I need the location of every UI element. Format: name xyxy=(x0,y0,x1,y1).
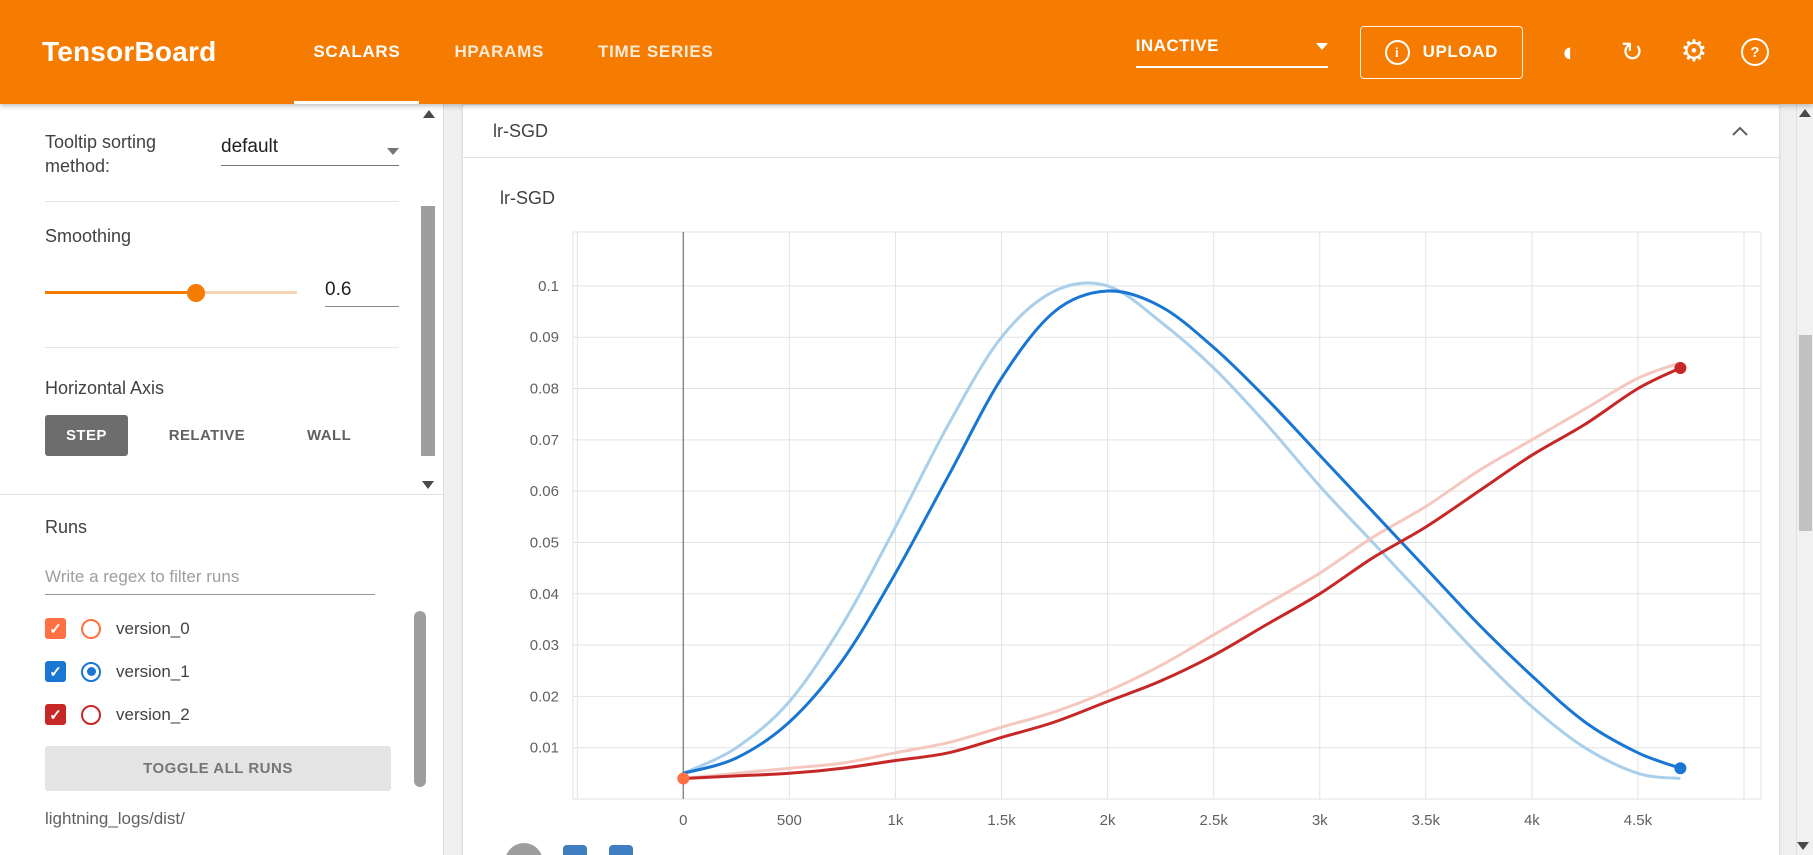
smoothing-value-field[interactable]: 0.6 xyxy=(325,279,399,307)
pin-card-button[interactable] xyxy=(563,845,587,855)
runs-label: Runs xyxy=(45,517,88,537)
scroll-down-icon[interactable] xyxy=(422,481,434,489)
scalar-card-lr-sgd: lr-SGD lr-SGD 0.01 0.02 0.03 0.04 0.05 0.06 0.0… xyxy=(462,104,1780,855)
svg-text:0.04: 0.04 xyxy=(530,586,559,603)
settings-sidebar: Tooltip sorting method: default Smoothin… xyxy=(0,104,444,855)
collapse-card-icon[interactable] xyxy=(1731,126,1749,137)
tooltip-sorting-select[interactable]: default xyxy=(221,136,399,166)
horizontal-axis-options: STEP RELATIVE WALL xyxy=(45,414,399,456)
lr-sgd-line-chart[interactable]: lr-SGD 0.01 0.02 0.03 0.04 0.05 0.06 0.07 0.08 0.… xyxy=(463,158,1779,855)
run-name: version_2 xyxy=(116,704,190,724)
runs-filter-input[interactable] xyxy=(45,560,375,595)
svg-text:500: 500 xyxy=(777,812,802,829)
runs-panel: Runs version_0 version_1 version_2 xyxy=(0,495,443,829)
fullscreen-card-button[interactable] xyxy=(609,845,633,855)
chevron-down-icon xyxy=(387,148,399,155)
svg-text:0.01: 0.01 xyxy=(530,740,559,757)
card-options-button[interactable] xyxy=(505,843,543,855)
smoothing-label: Smoothing xyxy=(45,225,132,246)
scroll-up-icon[interactable] xyxy=(422,110,435,118)
upload-label: UPLOAD xyxy=(1422,42,1498,61)
scrollbar-thumb[interactable] xyxy=(421,206,435,456)
run-radio[interactable] xyxy=(81,704,101,725)
svg-text:2k: 2k xyxy=(1100,812,1116,829)
settings-scrollbar[interactable] xyxy=(420,110,437,489)
svg-text:0.03: 0.03 xyxy=(530,637,559,654)
run-row-version-2[interactable]: version_2 xyxy=(45,693,399,736)
tooltip-sorting-row: Tooltip sorting method: default xyxy=(45,104,399,179)
svg-text:0.08: 0.08 xyxy=(530,381,559,398)
scrollbar-thumb[interactable] xyxy=(1799,335,1812,531)
svg-text:0.07: 0.07 xyxy=(530,432,559,449)
run-radio[interactable] xyxy=(81,618,101,639)
run-name: version_0 xyxy=(116,618,190,638)
run-row-version-1[interactable]: version_1 xyxy=(45,650,399,693)
header-actions: INACTIVE i UPLOAD ◐ ↻ ⚙ ? xyxy=(1135,25,1769,79)
info-icon: i xyxy=(1384,39,1410,65)
svg-text:1.5k: 1.5k xyxy=(987,812,1016,829)
contrast-icon[interactable]: ◐ xyxy=(1561,36,1579,67)
tab-scalars[interactable]: SCALARS xyxy=(286,0,427,104)
page-scrollbar[interactable] xyxy=(1796,104,1813,855)
svg-text:2.5k: 2.5k xyxy=(1199,812,1228,829)
svg-text:0.09: 0.09 xyxy=(530,329,559,346)
divider xyxy=(45,200,399,202)
horizontal-axis-label: Horizontal Axis xyxy=(45,377,165,398)
run-radio[interactable] xyxy=(81,661,101,682)
upload-status-label: INACTIVE xyxy=(1135,36,1219,55)
run-checkbox[interactable] xyxy=(45,704,66,725)
svg-text:0: 0 xyxy=(679,812,687,829)
smoothing-slider-fill xyxy=(45,291,197,295)
log-directory-label: lightning_logs/dist/ xyxy=(45,809,185,828)
svg-text:0.02: 0.02 xyxy=(530,688,559,705)
scroll-down-icon[interactable] xyxy=(1797,842,1809,850)
tooltip-sorting-label: Tooltip sorting method: xyxy=(45,132,157,177)
card-title: lr-SGD xyxy=(493,120,548,141)
smoothing-slider-thumb[interactable] xyxy=(187,283,206,302)
smoothing-control: 0.6 xyxy=(45,279,399,307)
svg-text:lr-SGD: lr-SGD xyxy=(500,188,555,208)
tab-bar: SCALARS HPARAMS TIME SERIES xyxy=(286,0,740,104)
run-name: version_1 xyxy=(116,661,190,681)
svg-text:0.05: 0.05 xyxy=(530,534,559,551)
tooltip-sorting-value: default xyxy=(221,136,279,157)
upload-button[interactable]: i UPLOAD xyxy=(1359,25,1523,79)
card-header[interactable]: lr-SGD xyxy=(463,105,1779,158)
svg-text:3.5k: 3.5k xyxy=(1412,812,1441,829)
tab-hparams[interactable]: HPARAMS xyxy=(454,42,545,61)
svg-text:3k: 3k xyxy=(1312,812,1328,829)
svg-text:4.5k: 4.5k xyxy=(1624,812,1653,829)
axis-wall-button[interactable]: WALL xyxy=(286,415,372,456)
app-header: TensorBoard SCALARS HPARAMS TIME SERIES … xyxy=(0,0,1813,104)
smoothing-slider[interactable] xyxy=(45,283,297,302)
scroll-up-icon[interactable] xyxy=(1799,109,1811,117)
radio-dot xyxy=(86,667,96,676)
app-title[interactable]: TensorBoard xyxy=(42,36,217,67)
run-checkbox[interactable] xyxy=(45,661,66,682)
divider xyxy=(45,346,399,348)
svg-text:1k: 1k xyxy=(888,812,904,829)
axis-step-button[interactable]: STEP xyxy=(45,414,128,456)
run-list: version_0 version_1 version_2 xyxy=(45,607,399,736)
upload-status-dropdown[interactable]: INACTIVE xyxy=(1135,36,1328,68)
settings-icon[interactable]: ⚙ xyxy=(1680,35,1708,68)
chevron-down-icon xyxy=(1315,42,1328,50)
svg-text:0.1: 0.1 xyxy=(538,278,559,295)
general-settings-panel: Tooltip sorting method: default Smoothin… xyxy=(0,104,443,495)
axis-relative-button[interactable]: RELATIVE xyxy=(148,415,266,456)
help-icon[interactable]: ? xyxy=(1741,38,1769,66)
refresh-icon[interactable]: ↻ xyxy=(1620,36,1644,67)
runs-scrollbar-thumb[interactable] xyxy=(414,611,426,787)
svg-text:4k: 4k xyxy=(1524,812,1540,829)
toggle-all-runs-button[interactable]: TOGGLE ALL RUNS xyxy=(45,746,391,791)
svg-text:0.06: 0.06 xyxy=(530,483,559,500)
tab-time-series[interactable]: TIME SERIES xyxy=(598,42,714,61)
run-row-version-0[interactable]: version_0 xyxy=(45,607,399,650)
main-content: lr-SGD lr-SGD 0.01 0.02 0.03 0.04 0.05 0.06 0.0… xyxy=(444,104,1796,855)
run-checkbox[interactable] xyxy=(45,618,66,639)
